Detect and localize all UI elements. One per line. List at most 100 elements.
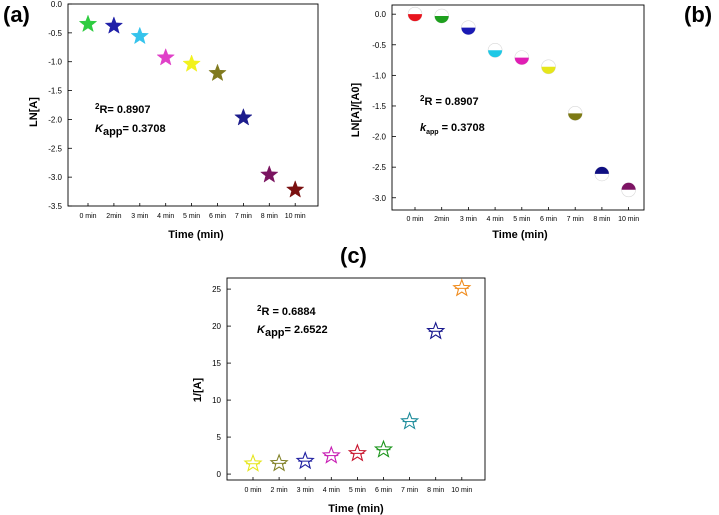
panel-c-xtick-label: 3 min [297, 487, 314, 494]
panel-c-kapp: Kapp= 2.6522 [257, 324, 328, 339]
panel-b-k-symbol: k [420, 122, 427, 134]
panel-b-ytick-label: -1.0 [372, 71, 386, 80]
panel-c-r2-sup: 2 [257, 304, 262, 313]
panel-b-xtick-label: 6 min [540, 216, 557, 223]
panel-c-point [373, 439, 394, 458]
panel-c-point [321, 445, 341, 464]
panel-b-ytick-label: -2.5 [372, 163, 386, 172]
panel-a-point [208, 63, 227, 82]
panel-a-point [130, 26, 150, 45]
panel-b-point [567, 106, 583, 121]
panel-a-xtick-label: 5 min [183, 213, 200, 220]
panel-b-point [461, 20, 476, 35]
panel-b-kapp: kapp = 0.3708 [420, 122, 485, 136]
panel-b-point [541, 59, 556, 75]
panel-b-x-axis: 0 min 2min 3 min 4 min 5 min 6 min 7 min 8 min 1… [406, 207, 639, 223]
panel-b-xtick-label: 0 min [406, 216, 423, 223]
panel-b-r2: 2R = 0.8907 [420, 94, 479, 108]
panel-a: (a) 0.0 -0.5 -1.0 -1.5 -2.0 -2.5 -3.0 -3.5 0 mi… [3, 0, 319, 241]
panel-a-xtick-label: 10 min [285, 213, 306, 220]
panel-a-r2-sup: 2 [95, 102, 100, 111]
panel-a-point [78, 14, 98, 33]
panel-c: (c) 0 5 10 15 20 25 0 min 2 min 3 min 4 min 5 min… [192, 243, 486, 515]
panel-a-xlabel: Time (min) [168, 229, 224, 241]
panel-c-k-symbol: K [257, 324, 266, 336]
panel-b-xtick-label: 8 min [593, 216, 610, 223]
panel-c-ytick-label: 10 [212, 396, 221, 405]
panel-b-ytick-label: 0.0 [375, 10, 387, 19]
panel-c-xtick-label: 6 min [375, 487, 392, 494]
panel-a-xtick-label: 6 min [209, 213, 226, 220]
panel-c-ytick-label: 20 [212, 322, 221, 331]
panel-b-r2-value: R = 0.8907 [424, 96, 478, 108]
panel-b-xtick-label: 5 min [513, 216, 530, 223]
panel-b-frame [391, 4, 645, 211]
panel-a-point [260, 165, 279, 183]
panel-c-x-axis: 0 min 2 min 3 min 4 min 5 min 6 min 7 min 8 min… [244, 477, 472, 494]
panel-c-r2-value: R = 0.6884 [261, 306, 316, 318]
panel-a-ytick-label: -3.0 [48, 173, 62, 182]
panel-a-xtick-label: 2min [106, 213, 121, 220]
panel-a-ytick-label: -1.5 [48, 87, 62, 96]
panel-a-ytick-label: -1.0 [48, 58, 62, 67]
panel-a-x-axis: 0 min 2min 3 min 4 min 5 min 6 min 7 min 8 min 1… [79, 203, 306, 220]
panel-c-r2: 2R = 0.6884 [257, 304, 316, 318]
panel-a-letter: (a) [3, 2, 30, 27]
panel-a-ytick-label: -0.5 [48, 29, 62, 38]
panel-a-r2-value: R= 0.8907 [99, 104, 150, 116]
panel-a-xtick-label: 3 min [131, 213, 148, 220]
panel-a-kapp: Kapp= 0.3708 [95, 123, 166, 138]
panel-b-point [621, 182, 636, 198]
panel-a-xtick-label: 7 min [235, 213, 252, 220]
panel-b: (b) 0.0 -0.5 -1.0 -1.5 -2.0 -2.5 -3.0 0 min 2mi… [350, 2, 712, 241]
panel-b-k-value: = 0.3708 [442, 122, 485, 134]
panel-b-ytick-label: -2.0 [372, 133, 386, 142]
panel-c-xtick-label: 8 min [427, 487, 444, 494]
panel-a-ytick-label: -2.5 [48, 144, 62, 153]
panel-b-xtick-label: 10 min [618, 216, 639, 223]
panel-a-ytick-label: 0.0 [51, 0, 63, 9]
panel-b-points [407, 6, 636, 198]
panel-a-ytick-label: -2.0 [48, 115, 62, 124]
panel-b-point [434, 8, 450, 24]
panel-a-point [285, 180, 305, 198]
panel-a-k-value: = 0.3708 [123, 123, 166, 135]
panel-b-point [407, 6, 423, 22]
panel-b-ytick-label: -3.0 [372, 194, 386, 203]
panel-c-letter: (c) [340, 243, 367, 268]
panel-a-point [234, 107, 253, 126]
panel-c-points [243, 278, 472, 472]
panel-c-ytick-label: 0 [217, 470, 222, 479]
panel-b-xtick-label: 3 min [460, 216, 477, 223]
panel-c-frame [226, 277, 486, 481]
panel-c-xtick-label: 7 min [401, 487, 418, 494]
panel-b-letter: (b) [684, 2, 712, 27]
panel-c-xtick-label: 10 min [451, 487, 472, 494]
panel-b-xtick-label: 4 min [487, 216, 504, 223]
panel-c-xtick-label: 5 min [349, 487, 366, 494]
panel-c-y-axis: 0 5 10 15 20 25 [212, 285, 231, 479]
panel-c-point [243, 453, 263, 472]
panel-c-xtick-label: 2 min [271, 487, 288, 494]
panel-c-point [400, 411, 420, 430]
panel-c-xlabel: Time (min) [328, 503, 384, 515]
panel-b-point [487, 42, 503, 58]
panel-b-xtick-label: 2min [434, 216, 449, 223]
panel-a-r2: 2R= 0.8907 [95, 102, 151, 116]
panel-b-r2-sup: 2 [420, 94, 425, 103]
panel-c-ylabel: 1/[A] [192, 377, 204, 402]
panel-a-xtick-label: 8 min [261, 213, 278, 220]
panel-a-k-sub: app [103, 126, 123, 138]
panel-b-xlabel: Time (min) [492, 229, 548, 241]
panel-a-y-axis: 0.0 -0.5 -1.0 -1.5 -2.0 -2.5 -3.0 -3.5 [48, 0, 72, 211]
panel-c-k-value: = 2.6522 [285, 324, 328, 336]
panel-a-ytick-label: -3.5 [48, 202, 62, 211]
panel-a-points [78, 14, 305, 198]
panel-b-y-axis: 0.0 -0.5 -1.0 -1.5 -2.0 -2.5 -3.0 [372, 10, 396, 203]
panel-a-ylabel: LN[A] [28, 97, 40, 127]
panel-a-k-symbol: K [95, 123, 104, 135]
panel-b-point [594, 166, 610, 182]
panel-a-point [182, 54, 201, 72]
panel-b-ytick-label: -1.5 [372, 102, 386, 111]
